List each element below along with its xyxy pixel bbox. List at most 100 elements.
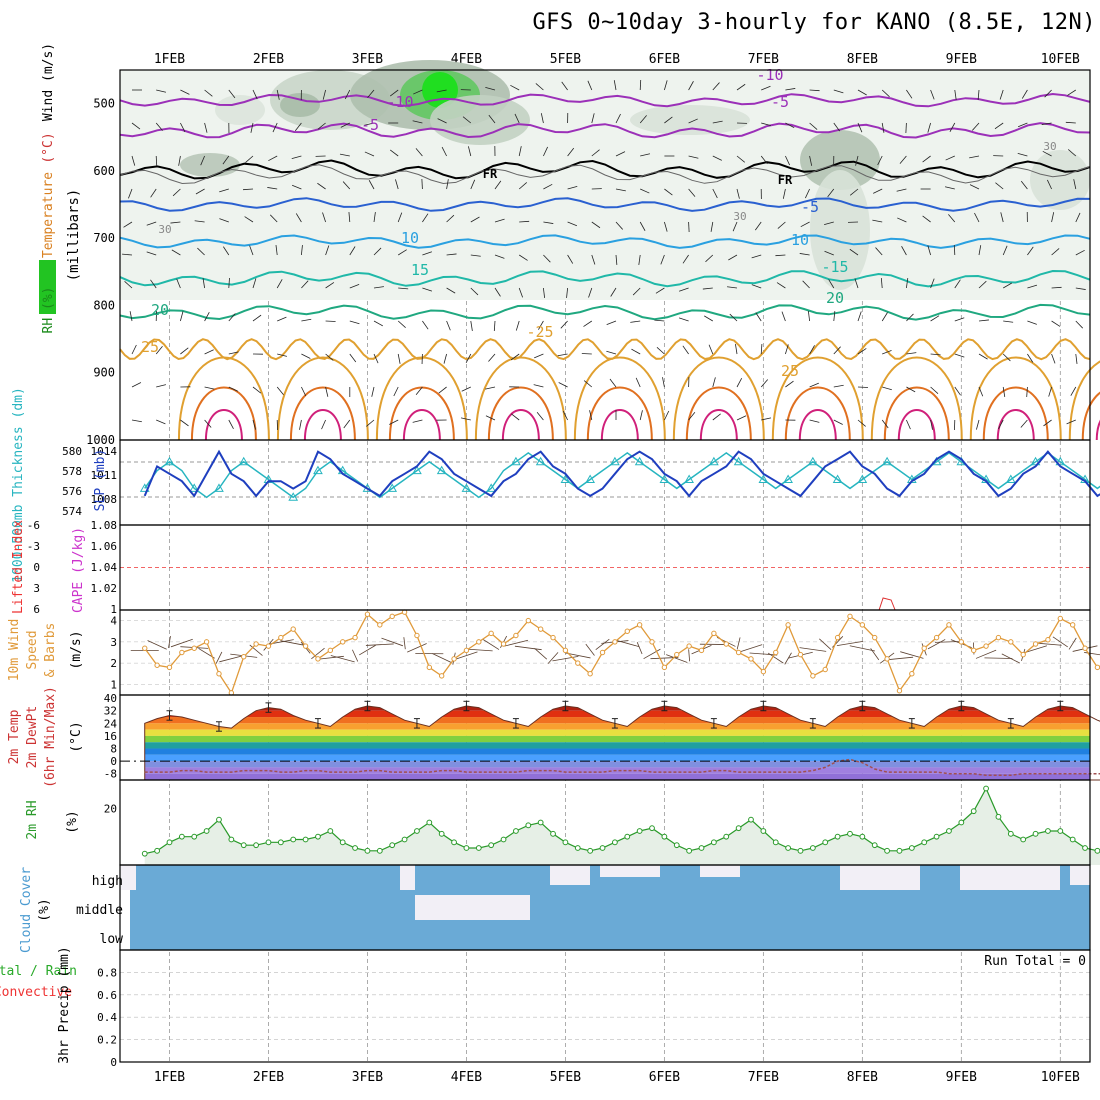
wind-speed-point	[352, 634, 358, 641]
wind-speed-point	[859, 622, 866, 628]
wind-barb	[615, 113, 621, 124]
wind-barb	[882, 350, 892, 355]
wind-barb	[639, 115, 647, 124]
date-tick-top: 5FEB	[550, 52, 581, 67]
wind-barb	[446, 287, 456, 294]
wind-barb	[809, 382, 819, 388]
rh-point	[352, 845, 358, 851]
wind-speed-point	[278, 634, 284, 641]
wind-barb	[543, 146, 548, 157]
isotherm-label: 15	[411, 261, 429, 279]
wind-barb-10m	[736, 637, 741, 650]
rh-point	[277, 839, 284, 846]
wind-barb	[389, 149, 399, 157]
wind-barb-10m	[1052, 636, 1068, 648]
chart-title: GFS 0~10day 3-hourly for KANO (8.5E, 12N…	[532, 10, 1096, 35]
wind-speed-point	[698, 647, 705, 654]
lifted-index-axis-label: Lifted Index	[11, 520, 26, 614]
wind-barb-10m	[464, 648, 493, 652]
wind-barb	[349, 284, 360, 289]
wind-barb	[150, 188, 157, 198]
wind-barb	[204, 89, 213, 97]
wind-barb-10m	[365, 643, 394, 646]
wind-barb	[732, 221, 738, 232]
wind-barb	[543, 183, 553, 190]
rh-point	[760, 828, 767, 834]
rh-band-light	[120, 70, 1090, 300]
cloud-layer-label: middle	[76, 903, 123, 918]
wind-barb	[638, 254, 641, 265]
wind-speed-point	[253, 641, 259, 647]
thickness-point	[535, 456, 546, 466]
wind-barb	[349, 353, 357, 363]
wind-barb	[1051, 320, 1061, 327]
wind-barb	[1017, 122, 1028, 128]
wind-speed-line	[144, 611, 1100, 695]
thickness-point	[436, 465, 447, 475]
wind-barb	[930, 315, 940, 322]
rh-blob	[810, 170, 870, 290]
wind-barb	[178, 155, 181, 166]
wind-barb	[591, 221, 601, 229]
wind-barb	[615, 151, 626, 157]
wind-barb	[613, 80, 617, 91]
cloud-gap	[700, 865, 740, 877]
rh-point	[822, 839, 829, 846]
wind-barb	[367, 89, 375, 98]
wind-barb	[364, 122, 375, 126]
wind-barb	[1017, 153, 1028, 157]
wind-barb-10m	[359, 644, 376, 656]
wind-barb	[123, 221, 133, 228]
wind-barb-10m	[595, 638, 610, 651]
wind-barb	[422, 213, 429, 223]
wind-barb	[906, 419, 911, 430]
wind-barb	[397, 353, 401, 364]
wind-barb	[438, 386, 447, 394]
wind-barb	[1067, 89, 1077, 96]
isotherm-label: 10	[401, 229, 419, 247]
wind-barb	[930, 386, 939, 394]
wind-barb	[897, 217, 907, 223]
wind-speed-point	[1020, 651, 1026, 658]
wind-barb	[1075, 353, 1078, 364]
wind-barb	[906, 278, 909, 289]
wind-speed-point	[970, 647, 977, 654]
wind-barb	[1070, 386, 1077, 396]
wind-barb	[518, 146, 522, 157]
wind-barb	[343, 419, 351, 429]
wind-barb	[194, 220, 205, 223]
wind-barb	[906, 386, 916, 393]
wind-barb	[640, 153, 651, 157]
wind-barb	[368, 180, 375, 190]
wind-barb	[494, 180, 502, 190]
wind-barb	[510, 84, 520, 91]
slp-tick: 1011	[91, 469, 118, 482]
rh-point	[587, 847, 594, 854]
wind-barb	[446, 179, 449, 190]
rh-point	[216, 816, 222, 823]
wind-speed-point	[661, 664, 668, 671]
wind-barb	[654, 319, 665, 322]
wind-barb	[244, 216, 254, 223]
thickness-point	[585, 474, 596, 483]
wind-barb	[583, 380, 593, 388]
isotherm-arc	[699, 409, 738, 441]
rh-blob	[280, 93, 320, 117]
wind-speed-point	[797, 651, 804, 658]
wind-speed-point	[599, 649, 606, 656]
wind-barb	[587, 80, 593, 91]
wind-speed-point	[896, 688, 903, 694]
date-tick-top: 10FEB	[1041, 52, 1080, 67]
temp-axis-label: 2m Temp	[7, 709, 22, 764]
wind-speed-point	[216, 671, 222, 677]
isotherm-arc	[685, 386, 752, 441]
wind-speed-point	[414, 632, 420, 639]
wind-barb	[875, 247, 883, 256]
wind-barb-10m	[799, 647, 827, 652]
run-total-label: Run Total = 0	[984, 954, 1086, 969]
date-tick-bottom: 9FEB	[946, 1070, 977, 1085]
wind-barb	[228, 277, 230, 289]
wind-barb	[557, 353, 568, 357]
wind-speed-point	[649, 639, 655, 645]
wind-barb	[873, 188, 883, 194]
